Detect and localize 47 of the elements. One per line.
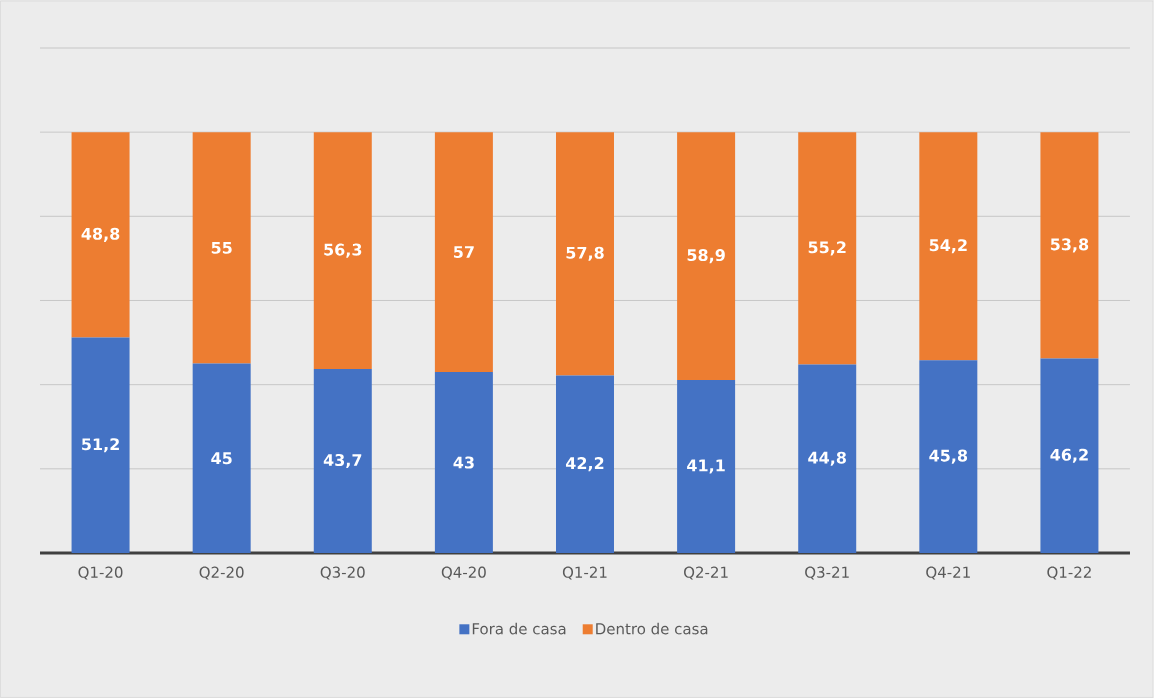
legend-label: Fora de casa (472, 622, 566, 635)
bar (1040, 358, 1099, 553)
bar (1040, 132, 1099, 359)
x-tick-label: Q3-21 (805, 566, 849, 580)
x-tick-label: Q1-20 (78, 566, 123, 580)
bar (192, 132, 251, 364)
data-label: 57,8 (566, 246, 604, 261)
bar (919, 360, 978, 553)
data-label: 43 (453, 456, 474, 469)
data-label: 48,8 (81, 227, 120, 242)
data-label: 51,2 (82, 438, 119, 453)
data-label: 43,7 (323, 453, 362, 469)
bar (71, 132, 130, 338)
data-label: 57 (454, 246, 474, 259)
data-label: 53,8 (1050, 238, 1089, 253)
data-label: 56,3 (324, 243, 362, 258)
bar (798, 364, 857, 553)
bar (919, 132, 978, 361)
x-tick-label: Q3-20 (320, 566, 365, 580)
x-tick-label: Q4-20 (441, 566, 486, 580)
x-tick-label: Q1-21 (562, 566, 607, 580)
bar (313, 132, 372, 370)
bar (798, 132, 857, 365)
data-label: 58,9 (687, 249, 725, 264)
data-label: 42,2 (565, 457, 604, 472)
x-tick-label: Q2-21 (684, 566, 728, 580)
bar (434, 372, 493, 553)
bar (677, 132, 736, 381)
legend-label: Dentro de casa (596, 622, 708, 635)
data-label: 45 (211, 452, 232, 465)
bar (313, 369, 372, 553)
x-tick-label: Q4-21 (926, 566, 970, 580)
data-label: 55,2 (808, 241, 846, 256)
bar (677, 380, 736, 553)
data-label: 55 (211, 241, 232, 254)
data-label: 44,8 (808, 451, 846, 466)
x-tick-label: Q2-20 (199, 566, 244, 580)
data-label: 54,2 (929, 239, 967, 254)
bar (192, 363, 251, 553)
data-label: 46,2 (1050, 448, 1088, 463)
bar (71, 337, 130, 553)
x-tick-label: Q1-22 (1047, 566, 1091, 580)
bar (556, 375, 614, 553)
data-label: 41,1 (687, 459, 725, 474)
bar (434, 132, 493, 373)
bar (556, 132, 614, 376)
data-label: 45,8 (929, 449, 968, 464)
